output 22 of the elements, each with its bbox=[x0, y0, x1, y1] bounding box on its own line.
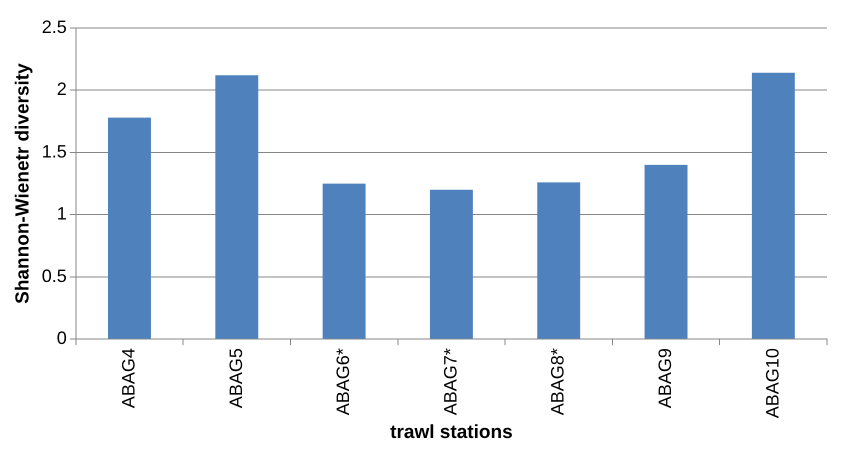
y-axis-title: Shannon-Wienetr diversity bbox=[12, 62, 34, 304]
x-tick-label: ABAG10 bbox=[762, 348, 782, 418]
bar bbox=[322, 184, 366, 339]
y-tick-label: 0.5 bbox=[42, 266, 67, 286]
bar bbox=[108, 118, 151, 339]
bar bbox=[215, 75, 258, 339]
x-tick-label: ABAG4 bbox=[118, 348, 138, 408]
y-tick-label: 0 bbox=[56, 328, 67, 348]
y-tick-label: 1 bbox=[56, 204, 67, 224]
bar bbox=[752, 72, 795, 339]
x-tick-label: ABAG6* bbox=[333, 348, 354, 416]
y-tick-label: 2 bbox=[56, 79, 67, 100]
bar bbox=[537, 182, 580, 339]
x-tick-label: ABAG5 bbox=[226, 348, 246, 408]
x-tick-label: ABAG9 bbox=[655, 348, 675, 408]
x-axis-title: trawl stations bbox=[390, 422, 513, 443]
bar bbox=[644, 164, 688, 339]
x-tick-label: ABAG8* bbox=[548, 348, 568, 416]
y-tick-label: 2.5 bbox=[42, 16, 67, 37]
x-tick-label: ABAG7* bbox=[440, 348, 460, 416]
bar bbox=[430, 190, 473, 339]
y-tick-label: 1.5 bbox=[42, 141, 67, 162]
